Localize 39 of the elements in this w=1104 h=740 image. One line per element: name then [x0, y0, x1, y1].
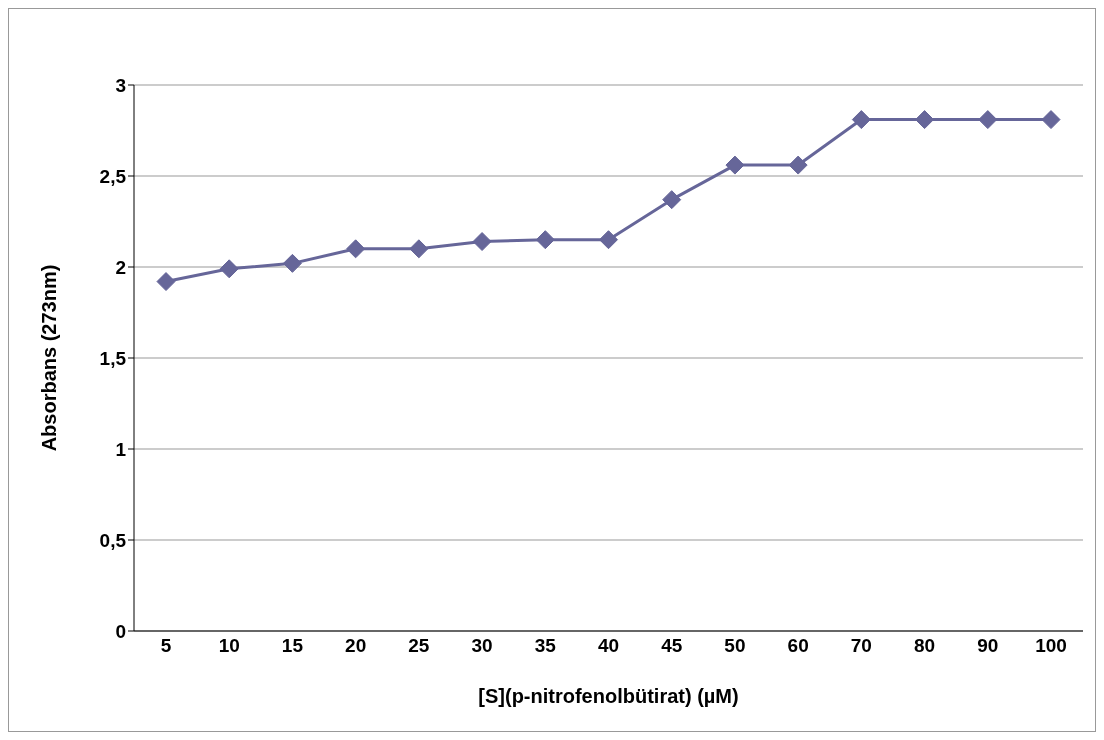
point — [535, 230, 555, 250]
point — [409, 239, 429, 259]
y-tick-label: 0 — [115, 620, 126, 642]
point — [282, 253, 302, 273]
point — [851, 110, 871, 130]
x-tick-label: 90 — [977, 635, 999, 657]
y-tick-label: 1 — [115, 438, 127, 460]
x-tick-label: 70 — [850, 635, 872, 657]
point — [599, 230, 618, 250]
y-tick-label: 0,5 — [99, 529, 127, 551]
x-tick-label: 15 — [281, 635, 304, 657]
point — [725, 155, 745, 175]
x-tick-label: 80 — [914, 635, 936, 657]
x-tick-label: 30 — [471, 635, 493, 657]
point — [219, 259, 239, 279]
point — [472, 232, 492, 252]
x-tick-label: 20 — [345, 635, 367, 657]
point — [346, 239, 366, 259]
x-tick-label: 5 — [160, 635, 172, 657]
y-tick-label: 1,5 — [99, 347, 127, 369]
y-axis-title: Absorbans (273nm) — [38, 264, 61, 452]
x-axis-title: [S](p-nitrofenolbütirat) (µM) — [478, 685, 739, 707]
x-tick-label: 40 — [597, 635, 620, 657]
point — [978, 110, 998, 130]
y-tick-label: 3 — [115, 74, 126, 96]
y-tick-label: 2,5 — [99, 165, 127, 187]
x-tick-label: 100 — [1035, 635, 1067, 657]
point — [156, 272, 176, 292]
x-tick-label: 25 — [408, 635, 430, 657]
x-tick-label: 45 — [661, 635, 683, 657]
x-tick-label: 50 — [724, 635, 746, 657]
x-tick-label: 10 — [218, 635, 240, 657]
point — [1041, 110, 1061, 130]
point — [662, 190, 682, 210]
x-tick-label: 60 — [787, 635, 809, 657]
point — [915, 110, 935, 130]
x-tick-label: 35 — [534, 635, 557, 657]
point — [788, 155, 808, 175]
y-tick-label: 2 — [115, 256, 126, 278]
